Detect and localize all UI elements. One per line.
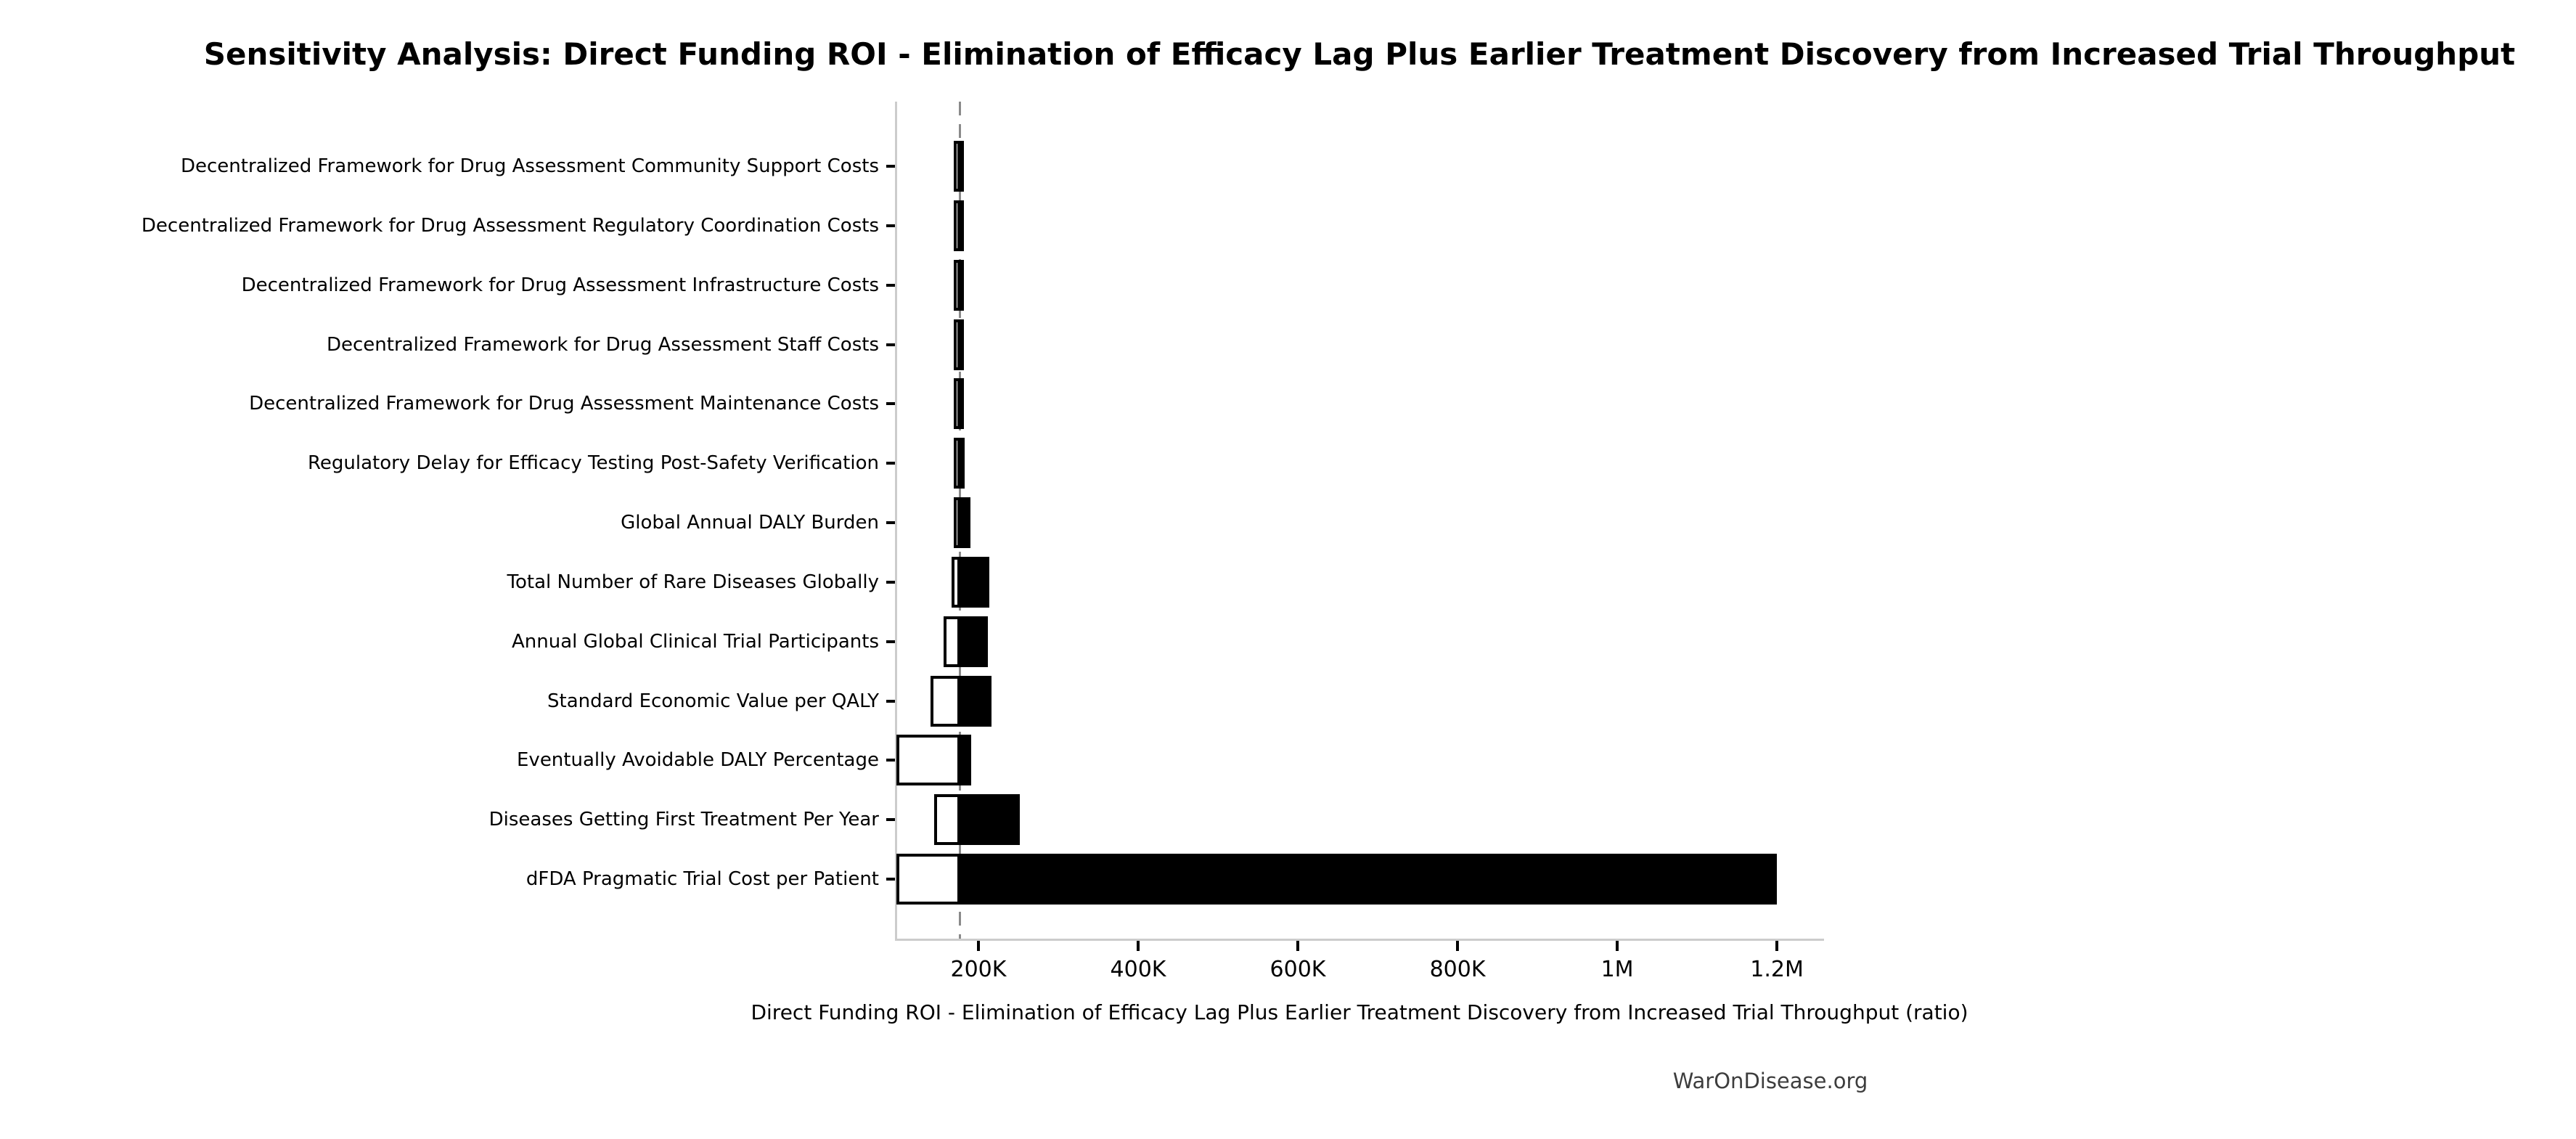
y-tick-1 bbox=[886, 224, 895, 227]
y-axis-spine bbox=[895, 102, 897, 939]
bar-high-6 bbox=[960, 497, 970, 548]
y-tick-8 bbox=[886, 640, 895, 643]
y-tick-9 bbox=[886, 699, 895, 703]
y-tick-label-0: Decentralized Framework for Drug Assessm… bbox=[181, 155, 879, 177]
x-tick-label-4: 1M bbox=[1600, 957, 1634, 982]
bar-high-10 bbox=[960, 735, 972, 786]
bar-low-2 bbox=[953, 259, 960, 311]
bar-low-11 bbox=[934, 794, 960, 846]
bar-high-3 bbox=[960, 319, 964, 370]
watermark-text: WarOnDisease.org bbox=[1672, 1069, 1868, 1093]
y-tick-3 bbox=[886, 343, 895, 346]
y-tick-0 bbox=[886, 165, 895, 168]
bar-high-5 bbox=[960, 438, 965, 489]
bar-high-11 bbox=[960, 794, 1021, 846]
y-tick-label-9: Standard Economic Value per QALY bbox=[547, 690, 879, 712]
x-tick-label-5: 1.2M bbox=[1750, 957, 1804, 982]
bar-low-1 bbox=[953, 200, 960, 251]
bar-low-9 bbox=[930, 675, 960, 727]
y-tick-label-8: Annual Global Clinical Trial Participant… bbox=[512, 630, 879, 653]
bar-high-8 bbox=[960, 616, 988, 667]
x-tick-label-3: 800K bbox=[1429, 957, 1486, 982]
y-tick-label-4: Decentralized Framework for Drug Assessm… bbox=[249, 393, 879, 415]
bar-low-4 bbox=[953, 378, 960, 430]
x-axis-label: Direct Funding ROI - Elimination of Effi… bbox=[751, 1000, 1968, 1024]
y-tick-2 bbox=[886, 283, 895, 287]
y-tick-6 bbox=[886, 521, 895, 524]
bar-high-9 bbox=[960, 675, 992, 727]
x-tick-label-2: 600K bbox=[1269, 957, 1326, 982]
y-tick-label-5: Regulatory Delay for Efficacy Testing Po… bbox=[307, 452, 879, 475]
bar-low-10 bbox=[896, 735, 960, 786]
y-tick-label-11: Diseases Getting First Treatment Per Yea… bbox=[488, 809, 879, 831]
y-tick-label-12: dFDA Pragmatic Trial Cost per Patient bbox=[526, 868, 879, 890]
bar-high-4 bbox=[960, 378, 964, 430]
y-tick-11 bbox=[886, 818, 895, 822]
bar-high-2 bbox=[960, 259, 964, 311]
x-tick-5 bbox=[1775, 941, 1779, 951]
bar-high-7 bbox=[960, 556, 989, 608]
y-tick-10 bbox=[886, 759, 895, 762]
bar-high-12 bbox=[960, 854, 1778, 905]
x-tick-3 bbox=[1456, 941, 1460, 951]
bar-low-12 bbox=[896, 854, 960, 905]
y-tick-label-2: Decentralized Framework for Drug Assessm… bbox=[241, 274, 879, 296]
x-tick-label-1: 400K bbox=[1110, 957, 1166, 982]
x-tick-label-0: 200K bbox=[950, 957, 1007, 982]
y-tick-5 bbox=[886, 462, 895, 465]
x-tick-2 bbox=[1296, 941, 1299, 951]
bar-low-0 bbox=[953, 141, 960, 192]
y-tick-label-7: Total Number of Rare Diseases Globally bbox=[507, 571, 879, 593]
bar-low-3 bbox=[953, 319, 960, 370]
bar-low-5 bbox=[953, 438, 960, 489]
bar-low-6 bbox=[953, 497, 960, 548]
y-tick-7 bbox=[886, 580, 895, 584]
y-tick-label-3: Decentralized Framework for Drug Assessm… bbox=[326, 333, 879, 356]
bar-low-7 bbox=[951, 556, 960, 608]
x-tick-4 bbox=[1616, 941, 1619, 951]
plot-area bbox=[895, 102, 1824, 941]
chart-title: Sensitivity Analysis: Direct Funding ROI… bbox=[203, 36, 2516, 72]
y-tick-label-10: Eventually Avoidable DALY Percentage bbox=[517, 749, 879, 772]
y-tick-4 bbox=[886, 402, 895, 406]
bar-high-1 bbox=[960, 200, 964, 251]
x-axis-spine bbox=[895, 939, 1824, 941]
bar-low-8 bbox=[944, 616, 960, 667]
bar-high-0 bbox=[960, 141, 964, 192]
y-tick-label-6: Global Annual DALY Burden bbox=[621, 512, 879, 534]
x-tick-1 bbox=[1136, 941, 1140, 951]
x-tick-0 bbox=[976, 941, 980, 951]
y-tick-label-1: Decentralized Framework for Drug Assessm… bbox=[141, 214, 879, 237]
y-tick-12 bbox=[886, 878, 895, 881]
